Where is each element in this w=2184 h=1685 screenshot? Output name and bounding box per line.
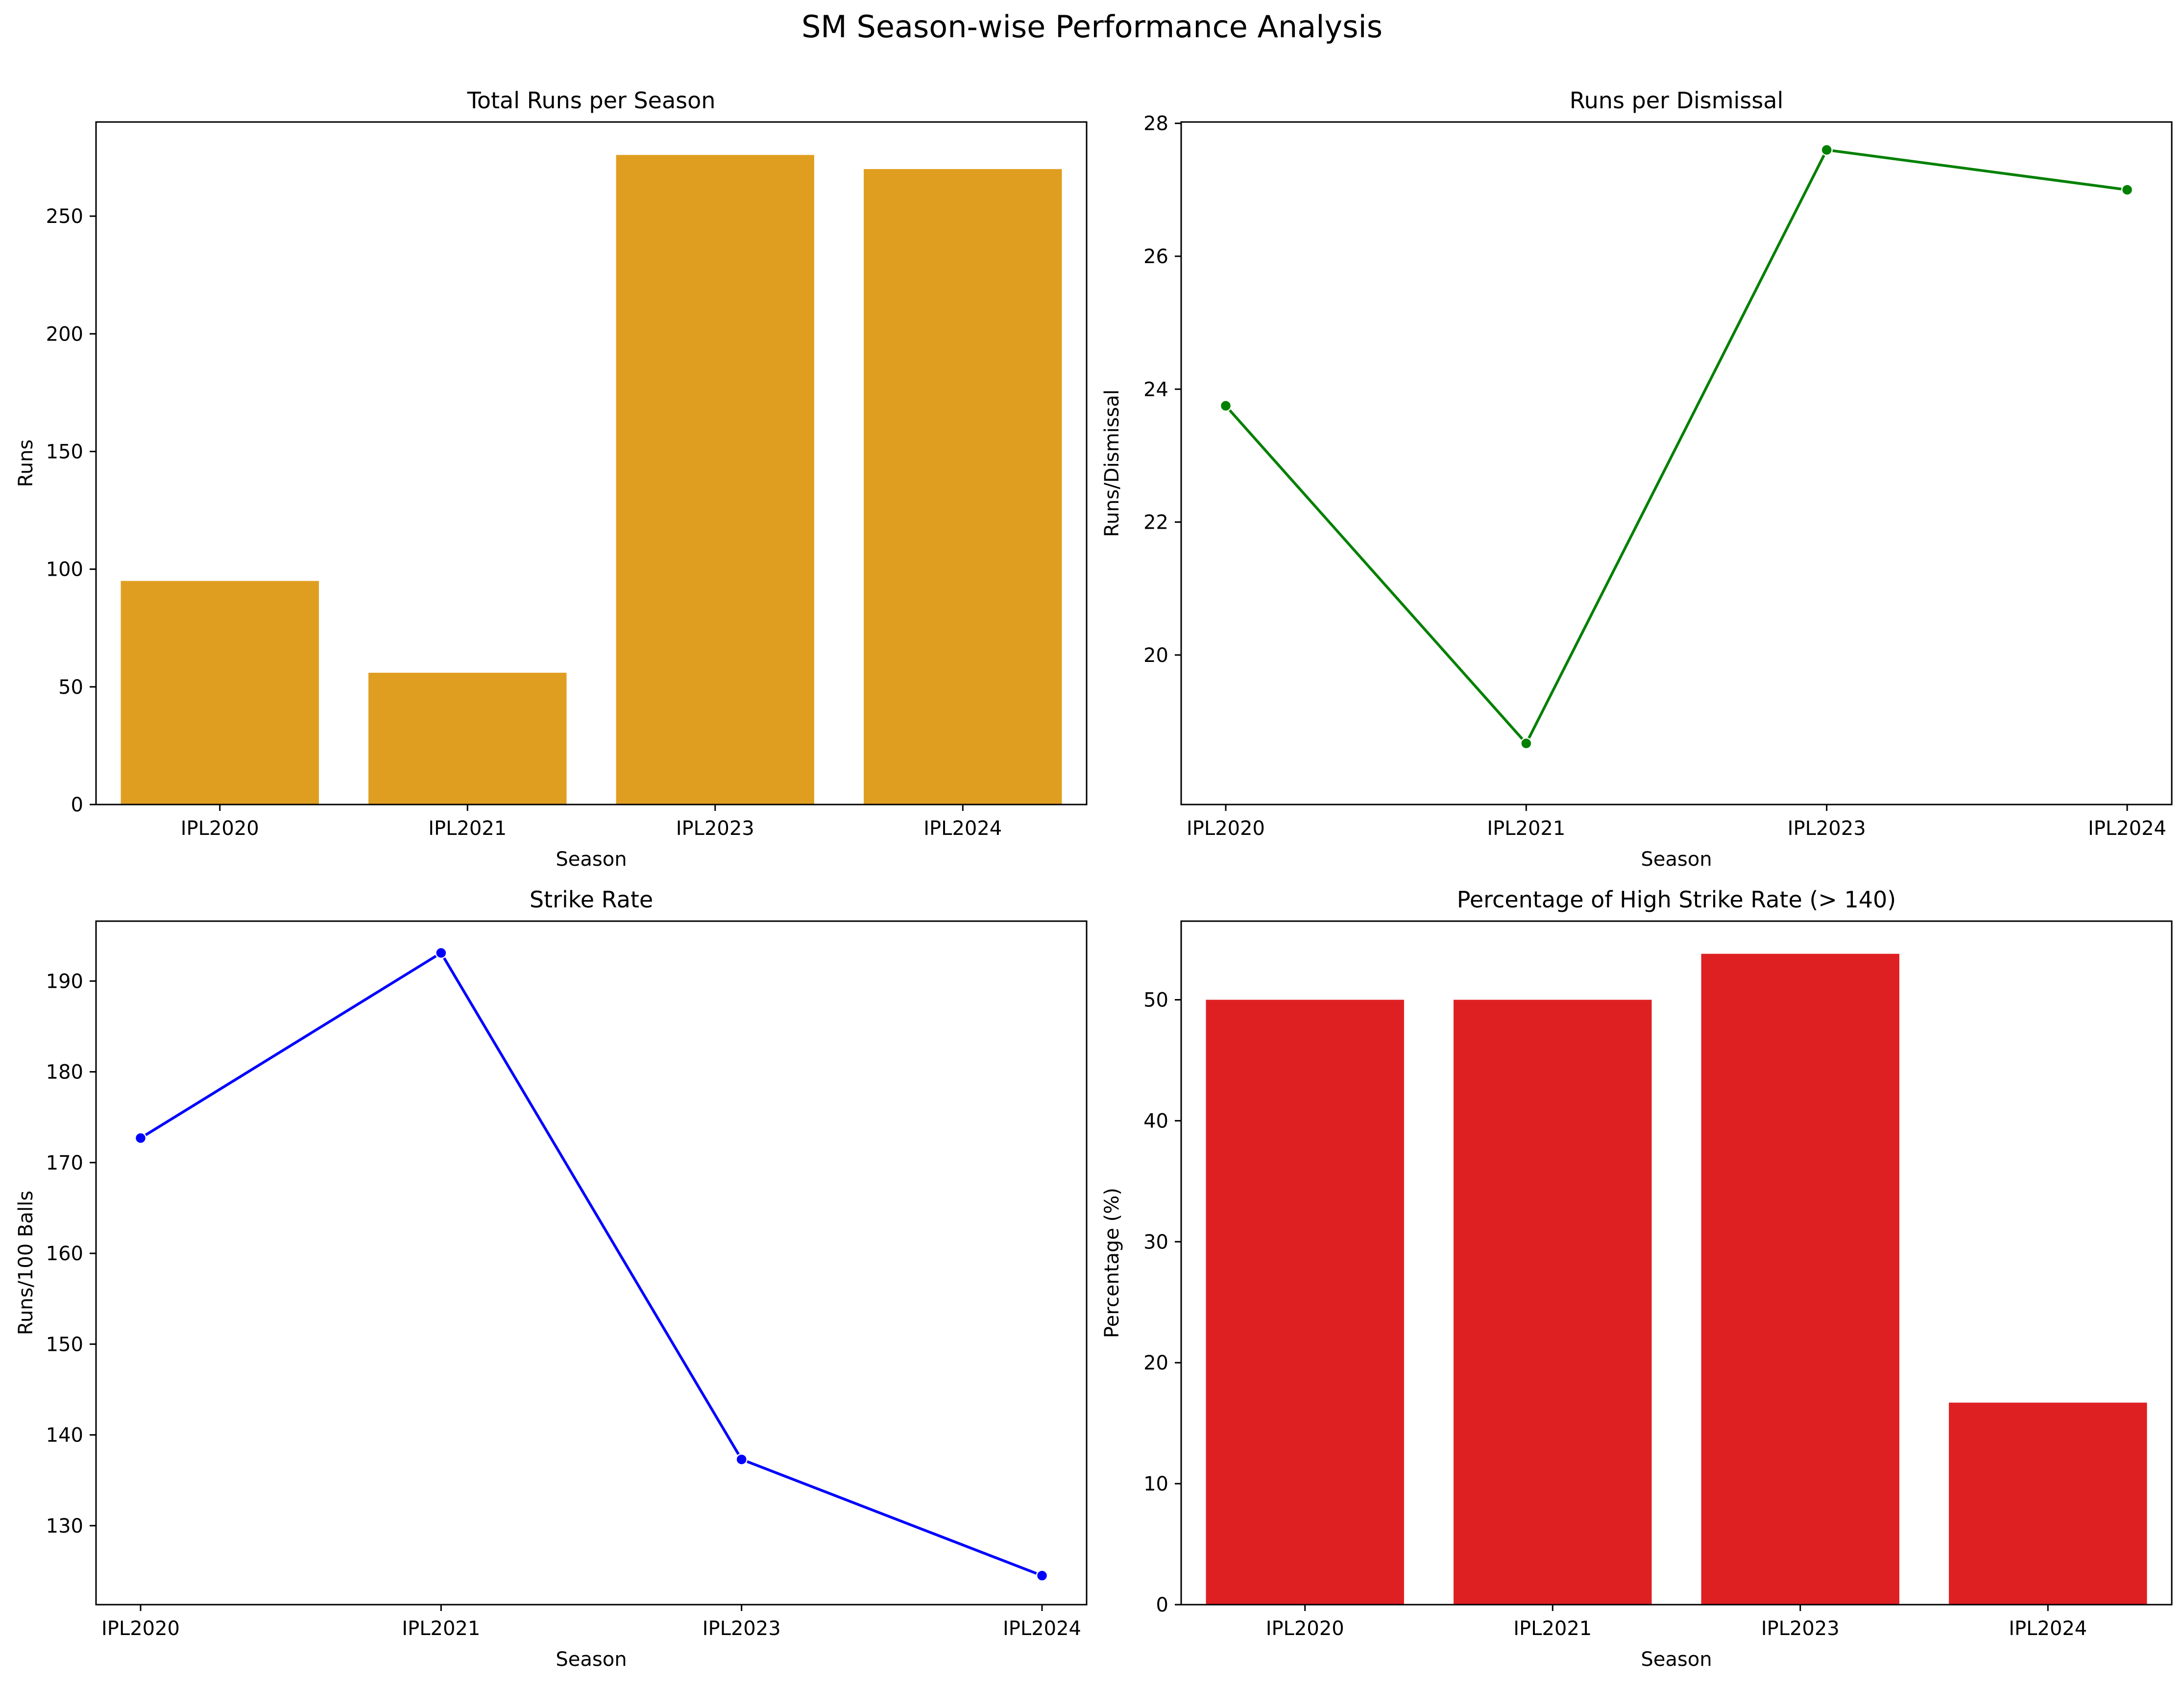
x-axis-label: Season bbox=[1641, 848, 1712, 871]
x-tick-label: IPL2020 bbox=[1266, 1617, 1344, 1640]
x-tick-label: IPL2021 bbox=[428, 817, 507, 840]
subplot-1: 0 50 100 150 200 250 IPL2020 IPL2021 IPL2023 IPL2… bbox=[15, 87, 1088, 871]
subplot-title: Percentage of High Strike Rate (> 140) bbox=[1457, 886, 1896, 913]
y-axis-label: Runs/Dismissal bbox=[1101, 390, 1123, 537]
x-tick-label: IPL2023 bbox=[703, 1617, 781, 1640]
y-tick-label: 180 bbox=[46, 1061, 83, 1084]
bar-IPL2020 bbox=[1206, 1000, 1404, 1605]
axes-frame bbox=[1180, 920, 2173, 1606]
y-tick-label: 0 bbox=[71, 794, 83, 816]
bar-IPL2023 bbox=[616, 155, 814, 805]
point-IPL2023 bbox=[1820, 144, 1833, 156]
y-tick-label: 40 bbox=[1143, 1110, 1168, 1132]
subplot-title: Runs per Dismissal bbox=[1570, 87, 1783, 114]
axes-frame bbox=[95, 920, 1088, 1606]
y-tick-label: 170 bbox=[46, 1152, 83, 1174]
axes-frame bbox=[1180, 121, 2173, 806]
y-tick-label: 100 bbox=[46, 559, 83, 581]
x-axis-label: Season bbox=[556, 1648, 627, 1671]
point-IPL2024 bbox=[2121, 184, 2134, 196]
y-tick-label: 28 bbox=[1143, 113, 1168, 135]
y-tick-label: 140 bbox=[46, 1424, 83, 1447]
x-axis-label: Season bbox=[556, 848, 627, 871]
x-tick-label: IPL2024 bbox=[2088, 817, 2166, 840]
y-tick-label: 130 bbox=[46, 1515, 83, 1538]
y-tick-label: 20 bbox=[1143, 1352, 1168, 1374]
y-axis-label: Percentage (%) bbox=[1101, 1188, 1123, 1338]
bar-IPL2020 bbox=[121, 581, 319, 805]
x-tick-label: IPL2021 bbox=[1487, 817, 1565, 840]
y-tick-label: 24 bbox=[1143, 378, 1168, 401]
x-tick-label: IPL2020 bbox=[181, 817, 259, 840]
subplot-title: Total Runs per Season bbox=[467, 87, 716, 114]
y-tick-label: 10 bbox=[1143, 1473, 1168, 1495]
bar-IPL2023 bbox=[1701, 953, 1899, 1605]
x-tick-label: IPL2021 bbox=[402, 1617, 480, 1640]
y-tick-label: 250 bbox=[46, 205, 83, 228]
y-tick-label: 200 bbox=[46, 323, 83, 345]
x-tick-label: IPL2023 bbox=[1788, 817, 1866, 840]
subplot-2: 20 22 24 26 28 IPL2020 IPL2021 IPL2023 IPL2024 Ru… bbox=[1101, 87, 2173, 871]
y-tick-label: 0 bbox=[1156, 1594, 1168, 1616]
x-axis-label: Season bbox=[1641, 1648, 1712, 1671]
bar-IPL2024 bbox=[864, 169, 1062, 805]
y-tick-label: 26 bbox=[1143, 245, 1168, 268]
bar-IPL2024 bbox=[1949, 1402, 2147, 1605]
y-axis-label: Runs bbox=[15, 440, 37, 488]
y-axis-label: Runs/100 Balls bbox=[15, 1191, 37, 1335]
y-tick-label: 150 bbox=[46, 1333, 83, 1356]
subplot-3: 130 140 150 160 170 180 190 IPL2020 IPL2021 IPL20… bbox=[15, 886, 1088, 1671]
x-tick-label: IPL2023 bbox=[676, 817, 754, 840]
point-IPL2024 bbox=[1036, 1569, 1048, 1582]
bar-IPL2021 bbox=[1454, 1000, 1652, 1605]
point-IPL2021 bbox=[435, 947, 447, 959]
series-line bbox=[1224, 148, 2128, 745]
figure-title: SM Season-wise Performance Analysis bbox=[801, 9, 1383, 45]
x-tick-label: IPL2021 bbox=[1513, 1617, 1592, 1640]
subplot-4: 0 10 20 30 40 50 IPL2020 IPL2021 IPL2023 IPL2024 P… bbox=[1101, 886, 2173, 1671]
point-IPL2020 bbox=[134, 1132, 147, 1145]
y-tick-label: 150 bbox=[46, 440, 83, 463]
point-IPL2020 bbox=[1219, 399, 1232, 412]
y-tick-label: 20 bbox=[1143, 644, 1168, 667]
y-tick-label: 50 bbox=[58, 676, 83, 699]
series-line bbox=[140, 952, 1043, 1577]
y-tick-label: 190 bbox=[46, 970, 83, 993]
y-tick-label: 160 bbox=[46, 1243, 83, 1265]
bar-IPL2021 bbox=[368, 673, 567, 805]
x-tick-label: IPL2020 bbox=[101, 1617, 180, 1640]
y-tick-label: 22 bbox=[1143, 512, 1168, 534]
y-tick-label: 30 bbox=[1143, 1231, 1168, 1253]
axes-frame bbox=[95, 121, 1088, 806]
point-IPL2021 bbox=[1520, 737, 1532, 750]
x-tick-label: IPL2024 bbox=[2009, 1617, 2087, 1640]
x-tick-label: IPL2020 bbox=[1187, 817, 1265, 840]
subplot-title: Strike Rate bbox=[530, 886, 653, 913]
y-tick-label: 50 bbox=[1143, 989, 1168, 1011]
x-tick-label: IPL2024 bbox=[1003, 1617, 1081, 1640]
point-IPL2023 bbox=[735, 1453, 748, 1465]
x-tick-label: IPL2024 bbox=[923, 817, 1002, 840]
x-tick-label: IPL2023 bbox=[1761, 1617, 1840, 1640]
